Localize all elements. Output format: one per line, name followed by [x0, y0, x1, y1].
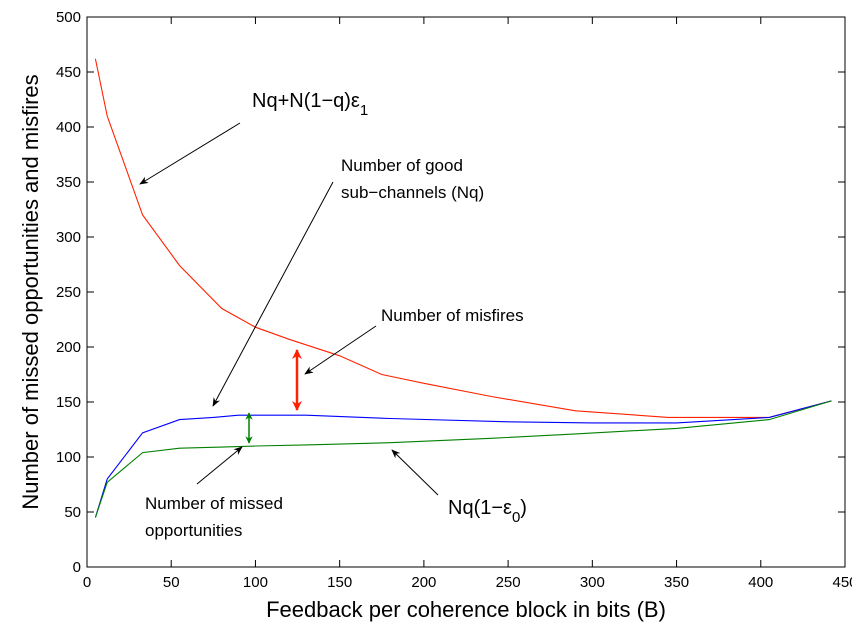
x-tick-label: 0: [83, 574, 91, 591]
y-tick-label: 200: [56, 339, 81, 356]
annotation-good-line1: Number of good: [341, 156, 463, 175]
x-tick-label: 400: [748, 574, 773, 591]
green-formula-close: ): [520, 497, 527, 519]
x-tick-label: 250: [496, 574, 521, 591]
plot-frame: [86, 16, 846, 568]
arrow-green-formula: [391, 449, 439, 496]
series-green-nq-one-minus-eps0: [94, 400, 832, 518]
arrow-red-formula: [139, 122, 241, 185]
arrow-good-subchannels: [212, 181, 334, 407]
y-tick-label: 300: [56, 229, 81, 246]
y-tick-label: 450: [56, 64, 81, 81]
y-tick-label: 50: [64, 504, 81, 521]
y-axis-title: Number of missed opportunities and misfi…: [18, 74, 43, 509]
annotation-missed-line2: opportunities: [145, 521, 242, 540]
red-formula-sub: 1: [360, 102, 368, 119]
series-layer: [94, 58, 832, 518]
annotation-missed-line1: Number of missed: [145, 494, 283, 513]
series-blue-good-subchannels: [94, 400, 832, 518]
y-tick-label: 350: [56, 174, 81, 191]
y-tick-label: 100: [56, 449, 81, 466]
arrow-misfires: [304, 325, 377, 375]
x-tick-label: 450: [832, 574, 852, 591]
y-tick-label: 250: [56, 284, 81, 301]
arrow-missed: [196, 446, 243, 485]
red-formula-main: Nq+N(1−q)ε: [252, 90, 360, 112]
y-tick-label: 150: [56, 394, 81, 411]
annotation-good-line2: sub−channels (Nq): [341, 183, 484, 202]
x-tick-label: 50: [163, 574, 180, 591]
annotation-red-formula: Nq+N(1−q)ε1: [252, 90, 368, 119]
x-tick-label: 200: [411, 574, 436, 591]
x-axis-title: Feedback per coherence block in bits (B): [266, 597, 666, 622]
x-tick-label: 350: [664, 574, 689, 591]
annotation-misfires: Number of misfires: [381, 306, 524, 325]
y-tick-label: 500: [56, 9, 81, 26]
green-formula-main: Nq(1−ε: [448, 497, 512, 519]
annotation-green-formula: Nq(1−ε0): [448, 497, 527, 526]
x-tick-label: 100: [243, 574, 268, 591]
y-tick-label: 0: [73, 559, 81, 576]
x-tick-label: 300: [580, 574, 605, 591]
series-red-nq-plus-misfires: [94, 58, 832, 418]
axis-ticks: 0 50 100 150 200 250 300 350 400 450 0 50 100 150 200 2…: [56, 9, 852, 591]
green-formula-sub: 0: [512, 509, 520, 526]
x-tick-label: 150: [327, 574, 352, 591]
y-tick-label: 400: [56, 119, 81, 136]
